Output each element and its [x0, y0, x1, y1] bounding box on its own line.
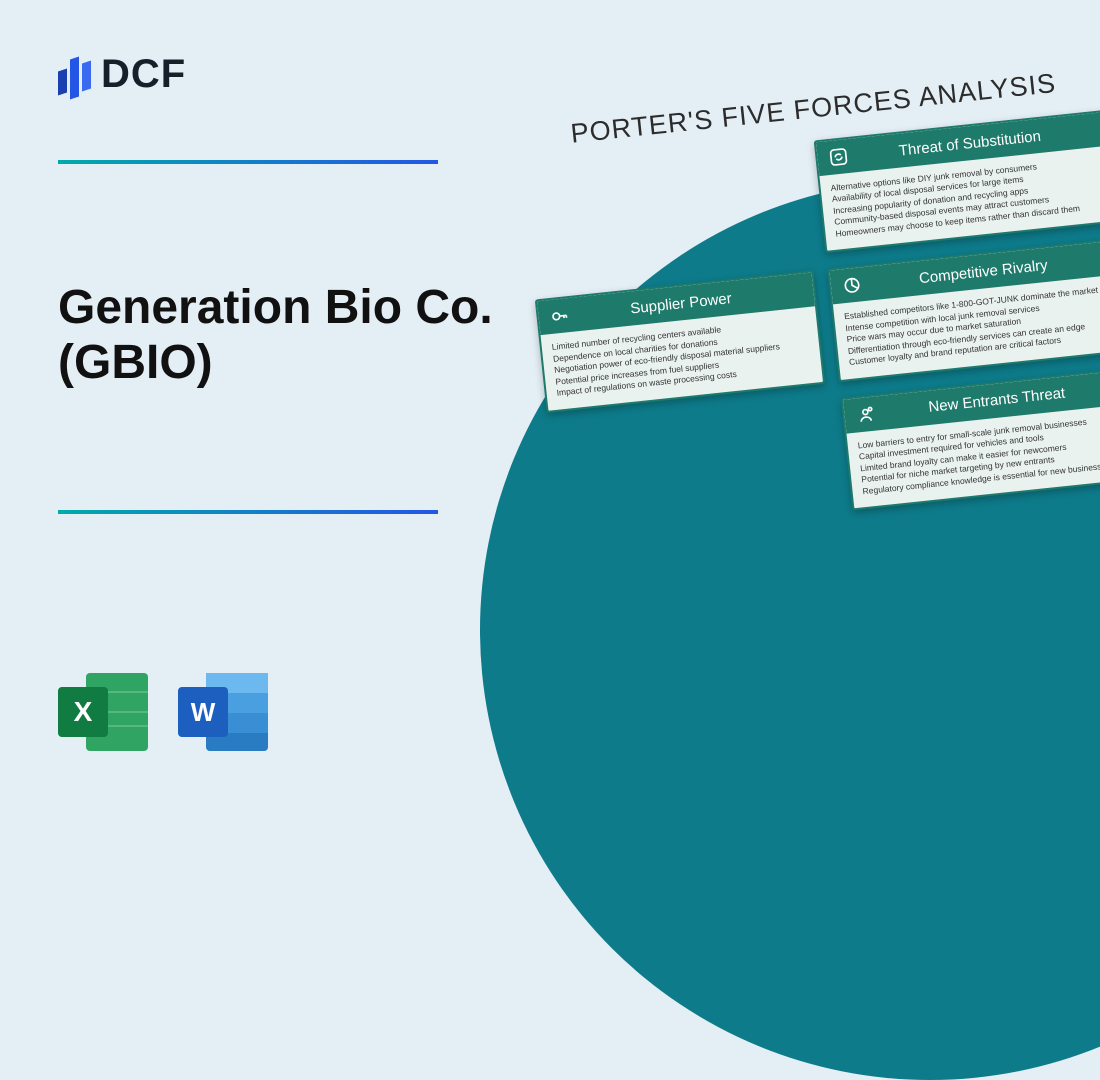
- card-substitution: Threat of Substitution Alternative optio…: [814, 109, 1100, 253]
- excel-letter: X: [58, 687, 108, 737]
- refresh-icon: [826, 145, 850, 169]
- pie-icon: [840, 274, 864, 298]
- card-rivalry: Competitive Rivalry Established competit…: [827, 238, 1100, 382]
- word-icon: W: [178, 667, 268, 757]
- key-icon: [548, 304, 572, 328]
- card-supplier: Supplier Power Limited number of recycli…: [535, 271, 825, 413]
- divider-bottom: [58, 510, 438, 514]
- brand-name: DCF: [101, 52, 186, 97]
- excel-icon: X: [58, 667, 148, 757]
- word-letter: W: [178, 687, 228, 737]
- app-icons-row: X W: [58, 667, 268, 757]
- porters-diagram: PORTER'S FIVE FORCES ANALYSIS Threat of …: [494, 60, 1100, 544]
- user-plus-icon: [853, 402, 877, 426]
- page-title: Generation Bio Co. (GBIO): [58, 280, 518, 390]
- divider-top: [58, 160, 438, 164]
- brand-logo: DCF: [58, 48, 186, 100]
- logo-bars-icon: [58, 48, 91, 100]
